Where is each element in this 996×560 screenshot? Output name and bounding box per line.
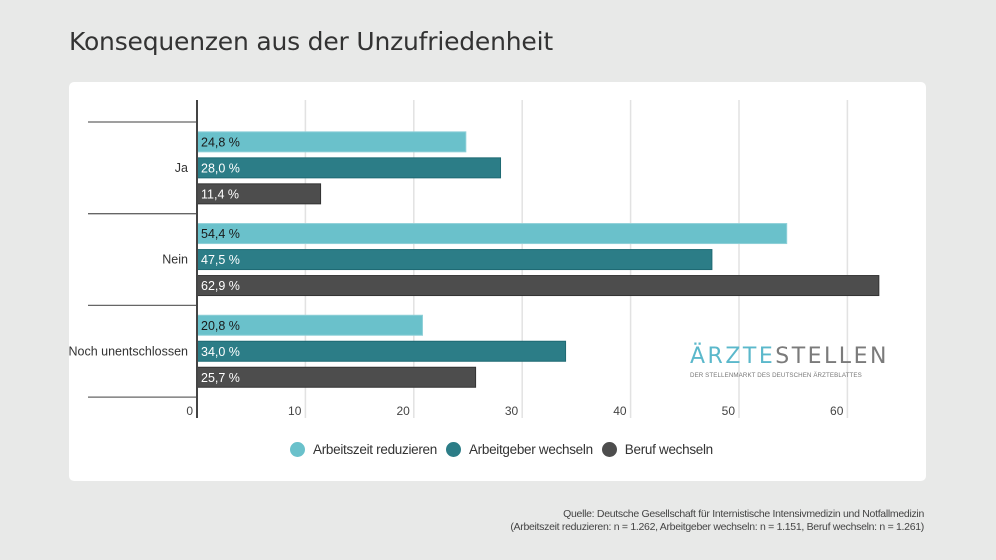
bar: [196, 223, 788, 245]
source-line-2: (Arbeitszeit reduzieren: n = 1.262, Arbe…: [510, 521, 924, 533]
bar: [196, 340, 567, 362]
logo-tagline: DER STELLENMARKT DES DEUTSCHEN ÄRZTEBLAT…: [690, 372, 862, 379]
data-label: 47,5 %: [201, 253, 240, 267]
x-tick-label: 60: [830, 404, 844, 418]
data-label: 20,8 %: [201, 319, 240, 333]
brand-logo: ÄRZTESTELLEN DER STELLENMARKT DES DEUTSC…: [690, 344, 889, 380]
legend-dot-icon: [290, 442, 305, 457]
legend-dot-icon: [601, 442, 617, 457]
category-label: Nein: [162, 253, 188, 267]
legend-label: Arbeitszeit reduzieren: [313, 442, 437, 457]
logo-part-aerzte: ÄRZTE: [690, 344, 776, 369]
legend-dot-icon: [445, 442, 461, 457]
x-tick-label: 30: [505, 404, 519, 418]
bar: [196, 157, 502, 179]
category-label: Ja: [175, 161, 188, 175]
data-label: 28,0 %: [201, 161, 240, 175]
chart-title: Konsequenzen aus der Unzufriedenheit: [69, 27, 553, 56]
category-label: Noch unentschlossen: [68, 344, 188, 358]
source-line-1: Quelle: Deutsche Gesellschaft für Intern…: [563, 508, 924, 520]
data-label: 24,8 %: [201, 135, 240, 149]
x-tick-label: 0: [186, 404, 193, 418]
source-note: Quelle: Deutsche Gesellschaft für Intern…: [510, 508, 924, 534]
x-tick-label: 40: [613, 404, 627, 418]
bar: [196, 249, 713, 271]
legend-item[interactable]: Arbeitszeit reduzieren: [290, 442, 437, 457]
data-label: 62,9 %: [201, 279, 240, 293]
legend-item[interactable]: Arbeitgeber wechseln: [445, 442, 593, 457]
bar: [196, 275, 880, 297]
x-tick-label: 10: [288, 404, 302, 418]
data-label: 34,0 %: [201, 345, 240, 359]
chart-legend: Arbeitszeit reduzieren Arbeitgeber wechs…: [290, 442, 722, 457]
x-tick-label: 50: [722, 404, 736, 418]
data-label: 54,4 %: [201, 227, 240, 241]
legend-label: Arbeitgeber wechseln: [468, 442, 593, 457]
x-tick-label: 20: [396, 404, 410, 418]
legend-item[interactable]: Beruf wechseln: [601, 442, 713, 457]
data-label: 11,4 %: [201, 187, 239, 201]
legend-label: Beruf wechseln: [624, 442, 713, 457]
data-label: 25,7 %: [201, 371, 240, 385]
logo-part-stellen: STELLEN: [775, 344, 889, 369]
